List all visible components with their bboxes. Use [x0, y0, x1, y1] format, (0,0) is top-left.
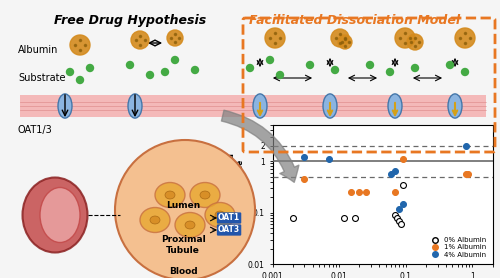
Ellipse shape [215, 211, 225, 219]
Text: Blood: Blood [168, 267, 198, 277]
Circle shape [455, 28, 475, 48]
Ellipse shape [388, 94, 402, 118]
Point [396, 218, 404, 223]
Point [396, 206, 404, 211]
Text: OAT3: OAT3 [218, 225, 240, 235]
Circle shape [172, 56, 178, 63]
Circle shape [332, 66, 338, 73]
Text: Free Drug Hypothesis: Free Drug Hypothesis [54, 14, 206, 27]
Text: Proximal
Tubule: Proximal Tubule [160, 235, 206, 255]
Ellipse shape [253, 94, 267, 118]
Circle shape [162, 68, 168, 76]
Point [300, 155, 308, 159]
Circle shape [246, 64, 254, 71]
Ellipse shape [22, 177, 88, 252]
Ellipse shape [155, 182, 185, 207]
Circle shape [265, 28, 285, 48]
Point [347, 190, 355, 194]
Circle shape [115, 140, 255, 278]
Circle shape [66, 68, 73, 76]
Point [340, 215, 348, 220]
Point [398, 157, 406, 161]
Circle shape [276, 71, 283, 78]
Circle shape [131, 31, 149, 49]
Point [464, 172, 471, 177]
Text: OAT1/3: OAT1/3 [18, 125, 53, 135]
Legend: 0% Albumin, 1% Albumin, 4% Albumin: 0% Albumin, 1% Albumin, 4% Albumin [426, 234, 489, 261]
Ellipse shape [200, 191, 210, 199]
Ellipse shape [190, 182, 220, 207]
Point [462, 172, 470, 177]
Ellipse shape [58, 94, 72, 118]
Point [398, 201, 406, 206]
Ellipse shape [150, 216, 160, 224]
Circle shape [306, 61, 314, 68]
Ellipse shape [165, 191, 175, 199]
Ellipse shape [205, 202, 235, 227]
Text: Lumen: Lumen [166, 200, 200, 210]
Circle shape [76, 76, 84, 83]
FancyArrowPatch shape [222, 110, 299, 182]
Circle shape [407, 34, 423, 50]
Circle shape [446, 61, 454, 68]
Point [300, 177, 308, 181]
Text: Substrate: Substrate [18, 73, 66, 83]
Circle shape [412, 64, 418, 71]
Point [355, 190, 363, 194]
Circle shape [386, 68, 394, 76]
Point [350, 215, 358, 220]
Y-axis label: Predicted/Observed
Renal Clearance: Predicted/Observed Renal Clearance [226, 152, 245, 237]
Point [392, 213, 400, 217]
Circle shape [192, 66, 198, 73]
Point [325, 157, 333, 161]
Point [394, 215, 402, 220]
Circle shape [266, 56, 274, 63]
Text: OAT1: OAT1 [218, 214, 240, 222]
Ellipse shape [140, 207, 170, 232]
Circle shape [86, 64, 94, 71]
Point [397, 222, 405, 226]
Ellipse shape [175, 212, 205, 237]
Text: Albumin: Albumin [18, 45, 59, 55]
Ellipse shape [128, 94, 142, 118]
Ellipse shape [323, 94, 337, 118]
Circle shape [70, 35, 90, 55]
Circle shape [331, 29, 349, 47]
Circle shape [462, 68, 468, 76]
Point [392, 168, 400, 173]
Point [392, 190, 400, 194]
Circle shape [366, 61, 374, 68]
Ellipse shape [448, 94, 462, 118]
Ellipse shape [40, 187, 80, 242]
Point [398, 182, 406, 187]
Text: Facilitated Dissociation Model: Facilitated Dissociation Model [250, 14, 460, 27]
Point [288, 215, 296, 220]
Circle shape [167, 30, 183, 46]
FancyBboxPatch shape [20, 95, 486, 117]
Circle shape [338, 35, 352, 49]
Point [387, 172, 395, 177]
Ellipse shape [185, 221, 195, 229]
Point [362, 190, 370, 194]
Circle shape [395, 28, 415, 48]
Circle shape [126, 61, 134, 68]
Circle shape [146, 71, 154, 78]
Point [462, 143, 470, 148]
